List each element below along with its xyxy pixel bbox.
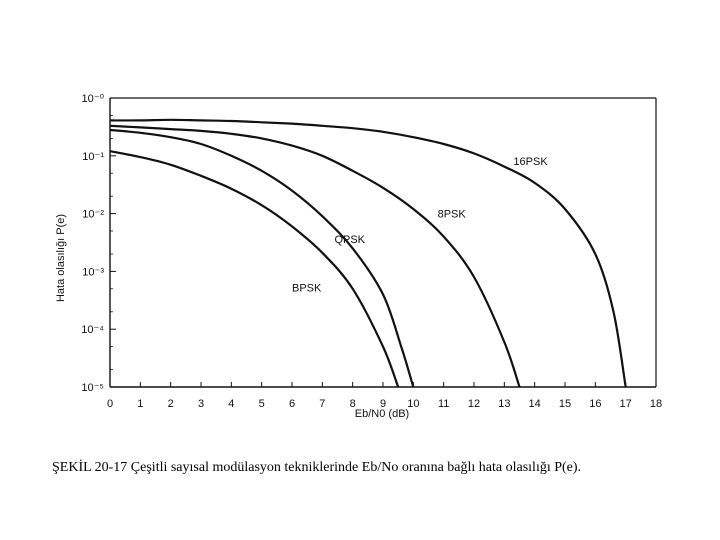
series-line-bpsk: [109, 150, 400, 388]
x-tick-label: 15: [559, 398, 571, 410]
ber-chart: 0 1 2 3 4 5 6 7 8 9 10 11 12 13 14 15 16 17 18 10⁻⁰10⁻¹10⁻…: [55, 93, 662, 420]
x-tick-label: 10: [407, 398, 419, 410]
series-label-8psk: 8PSK: [438, 209, 467, 221]
x-tick-label: 7: [319, 398, 325, 410]
y-axis-title: Hata olasılığı P(e): [55, 214, 67, 302]
x-axis-ticks: 0 1 2 3 4 5 6 7 8 9 10 11 12 13 14 15 16 17 18: [107, 382, 662, 410]
x-tick-label: 5: [259, 398, 265, 410]
x-tick-label: 4: [228, 398, 234, 410]
x-tick-label: 18: [650, 398, 662, 410]
x-tick-label: 11: [438, 398, 449, 410]
y-tick-label: 10⁻⁵: [81, 382, 104, 394]
x-axis-title: Eb/N0 (dB): [355, 408, 409, 420]
x-tick-label: 0: [107, 398, 113, 410]
y-tick-label: 10⁻²: [82, 209, 104, 221]
x-tick-label: 12: [468, 398, 480, 410]
series-line-8psk: [109, 124, 521, 388]
y-tick-label: 10⁻³: [82, 266, 104, 278]
series-label-qpsk: QPSK: [334, 234, 365, 246]
figure-caption: ŞEKİL 20-17 Çeşitli sayısal modülasyon t…: [52, 460, 582, 475]
y-tick-label: 10⁻⁰: [82, 93, 105, 105]
y-axis-ticks: 10⁻⁰ 10⁻¹ 10⁻² 10⁻³ 10⁻⁴ 10⁻⁵: [81, 93, 116, 394]
x-tick-label: 2: [168, 398, 174, 410]
y-tick-label: 10⁻¹: [82, 151, 104, 163]
x-tick-label: 8: [350, 398, 356, 410]
series-line-qpsk: [109, 128, 415, 388]
x-tick-label: 3: [198, 398, 204, 410]
x-tick-label: 16: [589, 398, 601, 410]
y-tick-label: 10⁻⁴: [81, 324, 104, 336]
x-tick-label: 17: [620, 398, 632, 410]
series-label-16psk: 16PSK: [513, 156, 548, 168]
series-labels: 16PSK 8PSK QPSK BPSK: [292, 156, 548, 295]
x-tick-label: 9: [380, 398, 386, 410]
x-tick-label: 6: [289, 398, 295, 410]
series-curves: [109, 118, 627, 388]
x-tick-label: 14: [529, 398, 541, 410]
series-label-bpsk: BPSK: [292, 282, 322, 294]
x-tick-label: 1: [137, 398, 143, 410]
series-line-16psk: [109, 118, 627, 388]
x-tick-label: 13: [498, 398, 510, 410]
